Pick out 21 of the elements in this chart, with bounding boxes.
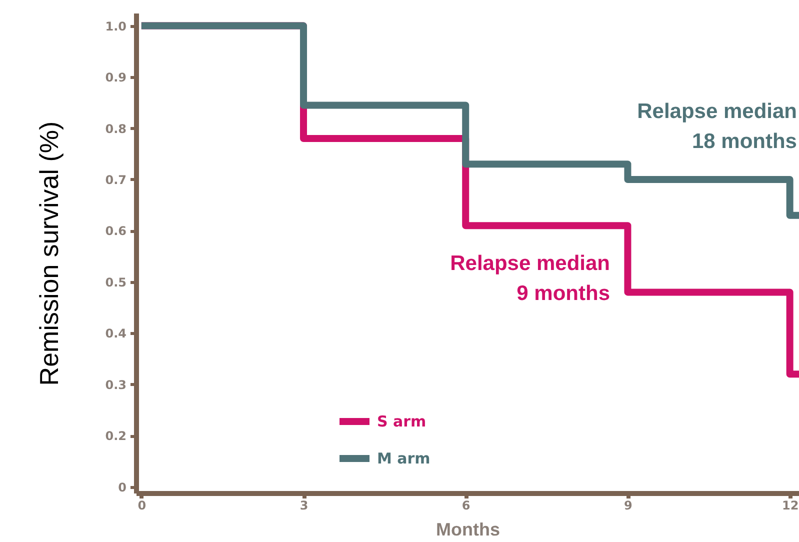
y-tick-label: 1.0 — [105, 19, 126, 34]
y-tick-label: 0.4 — [105, 326, 126, 341]
y-tick-label: 0.6 — [105, 224, 126, 238]
x-tick-label: 12 — [782, 498, 799, 512]
y-tick-label: 0.5 — [105, 275, 126, 290]
x-tick-label: 3 — [300, 498, 308, 512]
y-tick-label: 0.7 — [105, 172, 126, 187]
legend-label: S arm — [377, 412, 426, 430]
y-axis-title: Remission survival (%) — [34, 121, 64, 386]
y-tick-label: 0.8 — [105, 122, 126, 136]
x-axis-title: Months — [436, 520, 500, 540]
x-tick-label: 6 — [462, 498, 470, 512]
annotation: Relapse median 9 months — [450, 252, 610, 305]
annotation: Relapse median 18 months — [637, 100, 797, 153]
x-tick-label: 0 — [138, 498, 146, 512]
y-tick-label: 0 — [118, 480, 126, 494]
legend-label: M arm — [377, 450, 430, 468]
y-tick-label: 0.2 — [105, 429, 126, 444]
y-tick-label: 0.3 — [105, 378, 126, 392]
y-tick-label: 0.9 — [105, 70, 126, 85]
x-tick-label: 9 — [624, 498, 632, 512]
